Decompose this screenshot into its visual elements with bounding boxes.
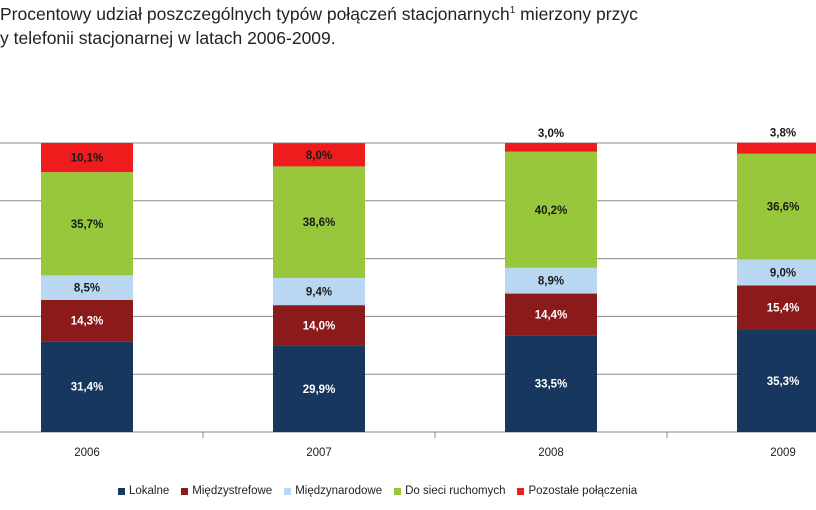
data-label: 9,4% bbox=[306, 287, 332, 299]
stacked-bar-chart: 31,4% 14,3% 8,5% 35,7% 10,1% 2006 29,9% 14,0% 9,… bbox=[0, 128, 816, 459]
legend-swatch bbox=[284, 487, 292, 495]
data-label: 14,4% bbox=[535, 309, 568, 321]
bar-segment-lokalne bbox=[737, 329, 816, 432]
bar-segment-międzystrefowe bbox=[737, 285, 816, 330]
legend-item: Międzystrefowe bbox=[181, 485, 272, 497]
data-label: 29,9% bbox=[303, 384, 336, 396]
bar-segment-lokalne bbox=[505, 335, 597, 432]
data-label: 8,5% bbox=[74, 283, 100, 295]
legend-label: Międzystrefowe bbox=[192, 485, 273, 497]
bar-segment-międzynarodowe bbox=[273, 277, 365, 306]
data-label: 8,0% bbox=[306, 150, 332, 162]
legend-item: Międzynarodowe bbox=[284, 485, 382, 497]
legend-label: Lokalne bbox=[129, 485, 170, 497]
title-footnote-mark: 1 bbox=[509, 5, 516, 17]
bar-segment-do-sieci-ruchomych bbox=[505, 151, 597, 268]
data-label: 40,2% bbox=[535, 205, 568, 217]
data-label: 38,6% bbox=[303, 217, 336, 229]
legend-label: Do sieci ruchomych bbox=[405, 485, 506, 497]
legend-item: Do sieci ruchomych bbox=[394, 485, 505, 497]
bar-segment-międzystrefowe bbox=[41, 299, 133, 342]
x-tick-label: 2009 bbox=[770, 447, 796, 459]
x-tick-label: 2007 bbox=[306, 447, 332, 459]
bar-segment-międzynarodowe bbox=[737, 259, 816, 286]
bar-segment-międzystrefowe bbox=[505, 293, 597, 336]
legend-item: Pozostałe połączenia bbox=[517, 485, 637, 497]
data-label: 3,8% bbox=[770, 128, 796, 140]
legend-swatch bbox=[517, 487, 525, 495]
data-label: 14,3% bbox=[71, 316, 104, 328]
bar-segment-pozostałe-połączenia bbox=[737, 142, 816, 154]
bar-segment-do-sieci-ruchomych bbox=[737, 153, 816, 260]
bar-segment-lokalne bbox=[41, 341, 133, 432]
data-label: 9,0% bbox=[770, 267, 796, 279]
legend-swatch bbox=[181, 487, 189, 495]
bar-segment-pozostałe-połączenia bbox=[41, 143, 133, 173]
data-label: 35,3% bbox=[767, 376, 800, 388]
bar-segment-do-sieci-ruchomych bbox=[273, 166, 365, 278]
title-line-1-text: Procentowy udział poszczególnych typów p… bbox=[0, 4, 510, 24]
title-line-1-end: mierzony przyc bbox=[515, 4, 638, 24]
legend-swatch bbox=[394, 487, 402, 495]
legend-swatch bbox=[118, 487, 125, 495]
legend-label: Międzynarodowe bbox=[295, 485, 383, 497]
data-label: 8,9% bbox=[538, 276, 564, 288]
data-label: 14,0% bbox=[303, 320, 336, 332]
legend-label: Pozostałe połączenia bbox=[528, 485, 638, 497]
data-label: 35,7% bbox=[71, 219, 104, 231]
bar-segment-pozostałe-połączenia bbox=[273, 143, 365, 167]
bar-segment-międzystrefowe bbox=[273, 305, 365, 346]
bar-segment-międzynarodowe bbox=[505, 267, 597, 294]
data-label: 36,6% bbox=[767, 202, 800, 214]
data-label: 10,1% bbox=[71, 153, 104, 165]
bar-segment-międzynarodowe bbox=[41, 275, 133, 300]
data-label: 31,4% bbox=[71, 382, 104, 394]
legend-item: Lokalne bbox=[118, 485, 169, 497]
title-line-1: Procentowy udział poszczególnych typów p… bbox=[0, 2, 816, 26]
title-line-2: y telefonii stacjonarnej w latach 2006-2… bbox=[0, 28, 336, 48]
x-tick-label: 2006 bbox=[74, 447, 100, 459]
x-tick-label: 2008 bbox=[538, 447, 564, 459]
data-label: 15,4% bbox=[767, 303, 800, 315]
data-label: 3,0% bbox=[538, 128, 564, 140]
bar-segment-lokalne bbox=[273, 345, 365, 432]
bar-segment-do-sieci-ruchomych bbox=[41, 172, 133, 276]
chart-legend: Lokalne Międzystrefowe Międzynarodowe Do si… bbox=[118, 485, 637, 497]
chart-title: Procentowy udział poszczególnych typów p… bbox=[0, 2, 816, 50]
bar-segment-pozostałe-połączenia bbox=[505, 143, 597, 152]
data-label: 33,5% bbox=[535, 379, 568, 391]
